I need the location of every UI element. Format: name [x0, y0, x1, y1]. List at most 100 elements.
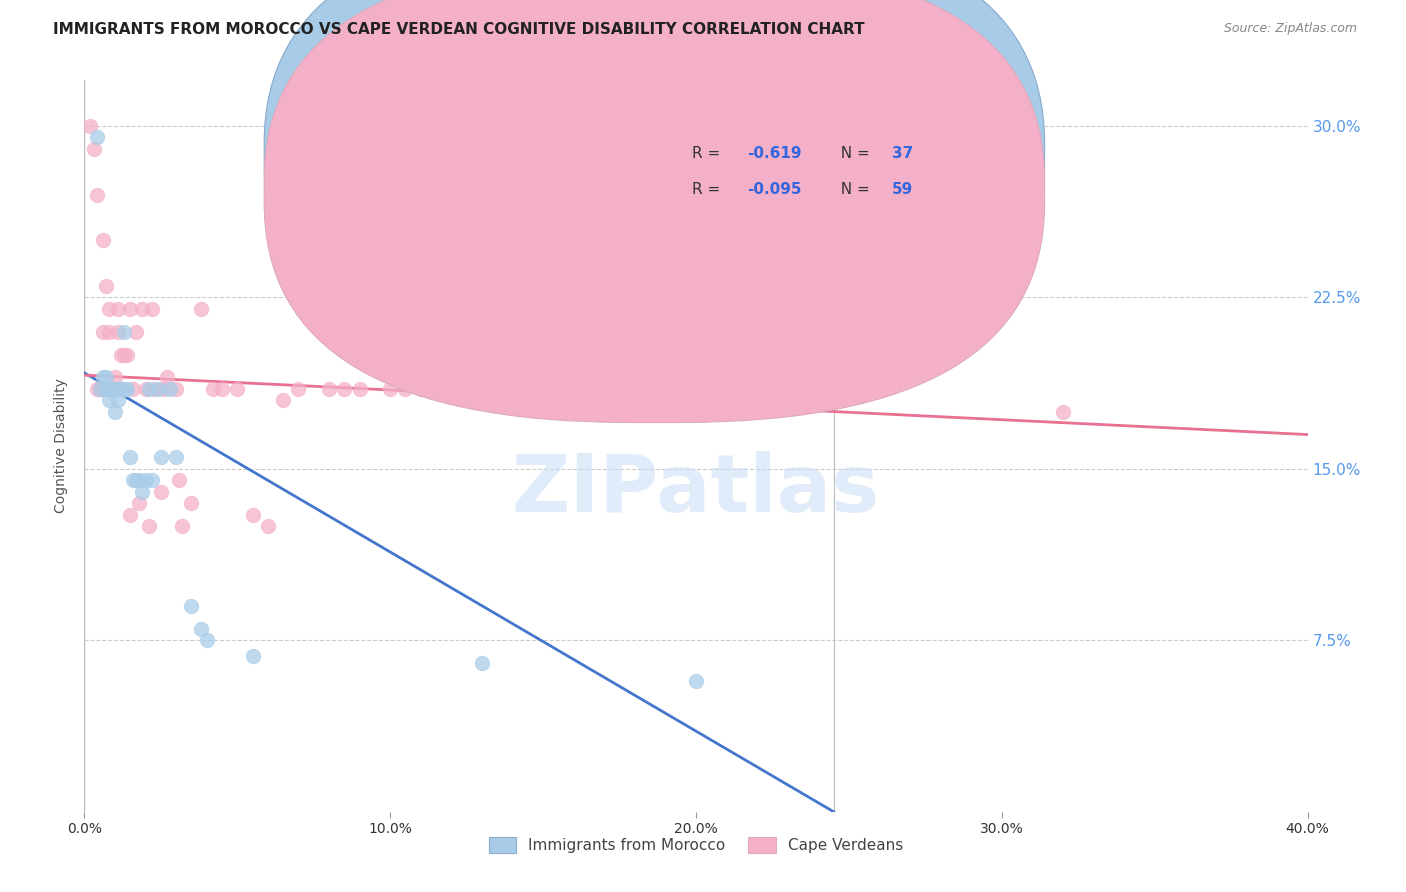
Point — [159, 382, 181, 396]
Point — [104, 382, 127, 396]
Text: 37: 37 — [891, 146, 912, 161]
FancyBboxPatch shape — [264, 0, 1045, 386]
Point — [91, 325, 114, 339]
Point — [257, 519, 280, 533]
Point — [128, 473, 150, 487]
Point — [115, 382, 138, 396]
Point — [138, 519, 160, 533]
Point — [97, 301, 120, 316]
Point — [287, 382, 309, 396]
Point — [79, 119, 101, 133]
Text: Source: ZipAtlas.com: Source: ZipAtlas.com — [1223, 22, 1357, 36]
Point — [89, 382, 111, 396]
Point — [471, 382, 494, 396]
Point — [83, 142, 105, 156]
Point — [165, 382, 187, 396]
Text: IMMIGRANTS FROM MOROCCO VS CAPE VERDEAN COGNITIVE DISABILITY CORRELATION CHART: IMMIGRANTS FROM MOROCCO VS CAPE VERDEAN … — [53, 22, 865, 37]
Point — [101, 382, 124, 396]
Point — [120, 508, 142, 522]
Point — [89, 382, 111, 396]
Point — [107, 301, 129, 316]
Point — [135, 473, 157, 487]
Text: N =: N = — [831, 146, 875, 161]
Point — [125, 473, 148, 487]
Point — [128, 496, 150, 510]
Point — [242, 649, 264, 664]
Point — [318, 382, 340, 396]
Point — [120, 450, 142, 465]
Text: N =: N = — [831, 183, 875, 197]
Point — [125, 325, 148, 339]
Point — [201, 382, 224, 396]
Point — [146, 382, 169, 396]
Point — [94, 382, 117, 396]
Point — [97, 393, 120, 408]
Point — [107, 382, 129, 396]
Point — [869, 370, 891, 384]
Point — [180, 599, 202, 613]
Point — [138, 382, 160, 396]
FancyBboxPatch shape — [264, 0, 1045, 423]
Point — [531, 382, 554, 396]
Point — [104, 405, 127, 419]
Point — [167, 473, 190, 487]
Point — [394, 382, 416, 396]
Text: R =: R = — [692, 183, 725, 197]
Point — [131, 484, 153, 499]
Point — [190, 301, 212, 316]
Point — [131, 301, 153, 316]
Point — [115, 347, 138, 362]
Point — [149, 450, 172, 465]
Point — [165, 450, 187, 465]
Point — [97, 382, 120, 396]
Point — [86, 130, 108, 145]
Point — [110, 382, 132, 396]
Point — [471, 656, 494, 670]
Point — [226, 382, 249, 396]
Point — [101, 382, 124, 396]
Point — [380, 382, 402, 396]
Point — [143, 382, 166, 396]
Point — [94, 279, 117, 293]
Point — [91, 233, 114, 247]
Point — [333, 382, 356, 396]
Point — [110, 347, 132, 362]
Text: 59: 59 — [891, 183, 912, 197]
Legend: Immigrants from Morocco, Cape Verdeans: Immigrants from Morocco, Cape Verdeans — [482, 830, 910, 859]
Text: -0.619: -0.619 — [748, 146, 801, 161]
Point — [107, 393, 129, 408]
Point — [107, 325, 129, 339]
Point — [112, 347, 135, 362]
Point — [172, 519, 194, 533]
Point — [195, 633, 218, 648]
Point — [120, 301, 142, 316]
Point — [685, 674, 707, 689]
Point — [180, 496, 202, 510]
Point — [153, 382, 176, 396]
Point — [97, 325, 120, 339]
Point — [86, 382, 108, 396]
Point — [110, 382, 132, 396]
Point — [104, 382, 127, 396]
Point — [104, 382, 127, 396]
Point — [104, 370, 127, 384]
Point — [112, 325, 135, 339]
Point — [242, 508, 264, 522]
Point — [112, 382, 135, 396]
Point — [101, 382, 124, 396]
FancyBboxPatch shape — [616, 131, 953, 227]
Y-axis label: Cognitive Disability: Cognitive Disability — [55, 378, 69, 514]
Point — [409, 382, 432, 396]
Point — [122, 382, 145, 396]
Point — [122, 473, 145, 487]
Point — [1052, 405, 1074, 419]
Point — [271, 393, 294, 408]
Point — [97, 382, 120, 396]
Text: R =: R = — [692, 146, 725, 161]
Point — [94, 382, 117, 396]
Point — [135, 382, 157, 396]
Point — [141, 301, 163, 316]
Text: ZIPatlas: ZIPatlas — [512, 450, 880, 529]
Point — [89, 382, 111, 396]
Point — [349, 382, 371, 396]
